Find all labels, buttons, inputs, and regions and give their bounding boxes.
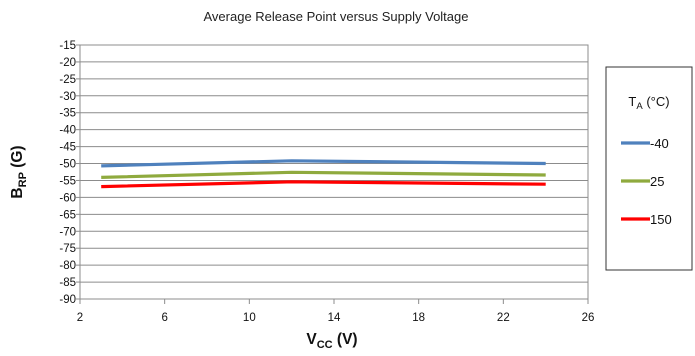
series-line-150: [101, 180, 546, 189]
y-tick-label: -25: [59, 74, 76, 86]
chart-title: Average Release Point versus Supply Volt…: [204, 9, 469, 24]
x-tick-label: 14: [328, 312, 341, 324]
x-tick-label: 6: [161, 312, 167, 324]
y-tick-label: -55: [59, 175, 76, 187]
legend-box: [605, 66, 693, 271]
y-tick-label: -65: [59, 209, 76, 221]
x-tick-label: 22: [497, 312, 510, 324]
y-tick-label: -20: [59, 57, 76, 69]
y-tick-label: -70: [59, 226, 76, 238]
series-line-25: [101, 170, 546, 179]
y-tick-label: -60: [59, 192, 76, 204]
legend: TA (°C) -40 25 150: [605, 66, 693, 271]
legend-title: TA (°C): [628, 94, 669, 112]
legend-label: 25: [650, 174, 664, 189]
y-tick-label: -35: [59, 108, 76, 120]
y-tick-label: -45: [59, 142, 76, 154]
y-tick-label: -85: [59, 277, 76, 289]
x-tick-label: 26: [582, 312, 595, 324]
y-tick-label: -75: [59, 243, 76, 255]
y-tick-label: -90: [59, 294, 76, 306]
legend-label: 150: [650, 212, 672, 227]
y-axis-title: BRP (G): [9, 145, 29, 198]
x-axis-title: VCC (V): [306, 331, 357, 351]
y-tick-label: -50: [59, 159, 76, 171]
y-tick-label: -30: [59, 91, 76, 103]
x-tick-label: 10: [243, 312, 256, 324]
y-tick-label: -40: [59, 125, 76, 137]
legend-label: -40: [650, 136, 669, 151]
x-tick-label: 18: [412, 312, 425, 324]
series-line--40: [101, 159, 546, 168]
y-tick-label: -15: [59, 40, 76, 52]
x-tick-label: 2: [77, 312, 83, 324]
y-tick-label: -80: [59, 260, 76, 272]
